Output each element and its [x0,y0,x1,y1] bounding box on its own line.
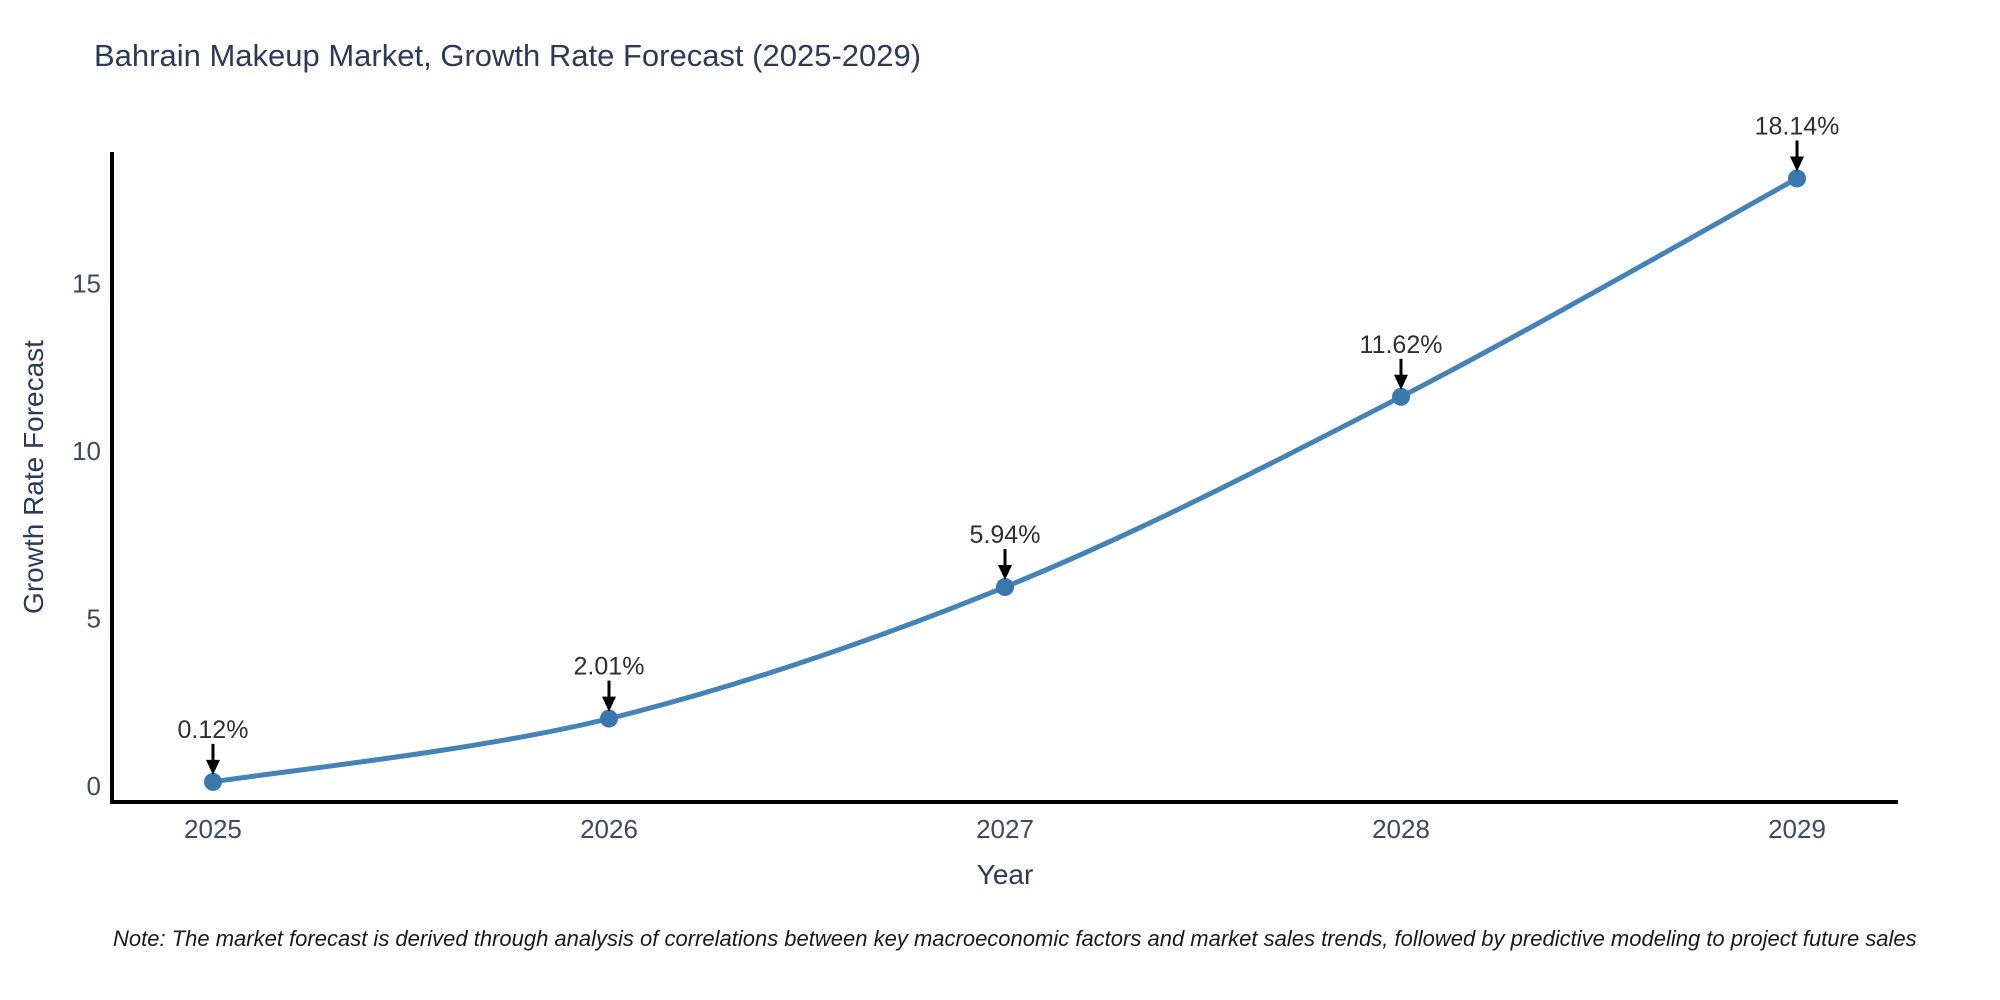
x-tick-label: 2027 [976,814,1034,844]
data-point-label: 2.01% [574,653,645,681]
annotation-arrow-head [998,565,1012,581]
annotation-arrow-head [205,759,220,775]
annotation-arrow-head [1394,374,1409,390]
x-tick-label: 2028 [1372,814,1430,844]
y-tick-label: 15 [72,269,101,299]
chart-title: Bahrain Makeup Market, Growth Rate Forec… [94,38,922,73]
data-point-label: 18.14% [1755,112,1840,140]
data-point-marker [1788,169,1807,188]
forecast-line [210,175,1800,785]
data-point-label: 11.62% [1360,331,1443,359]
x-tick-label: 2029 [1768,814,1826,844]
y-axis-title: Growth Rate Forecast [18,340,49,614]
data-point-marker [1392,387,1411,406]
data-point-label: 5.94% [970,521,1041,549]
chart-note: Note: The market forecast is derived thr… [113,926,1917,951]
data-point-marker [203,772,222,791]
x-tick-label: 2026 [580,814,638,844]
x-tick-label: 2025 [184,814,242,844]
y-tick-label: 0 [87,771,101,801]
data-point-marker [996,578,1014,597]
annotation-arrow-head [1790,156,1805,172]
data-point-label: 0.12% [178,716,249,744]
annotation-arrow-head [601,696,616,712]
x-axis-title: Year [976,859,1034,890]
data-point-marker [599,709,618,728]
y-tick-label: 10 [72,436,101,466]
y-tick-label: 5 [87,603,101,633]
